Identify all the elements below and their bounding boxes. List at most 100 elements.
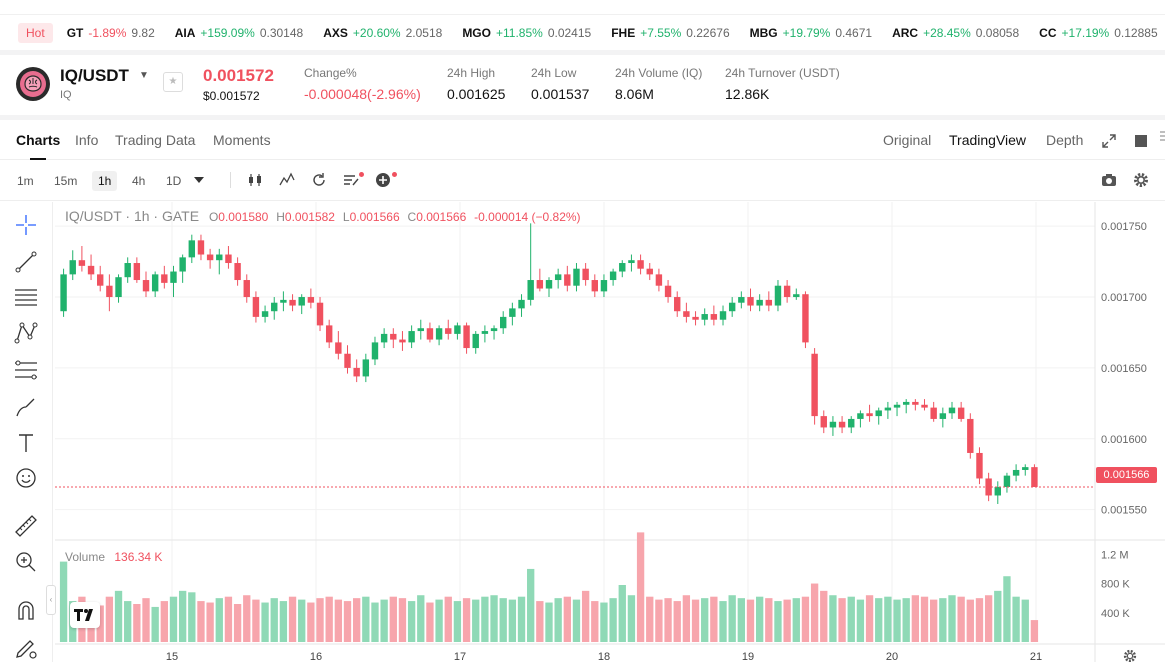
tab-charts[interactable]: Charts xyxy=(16,132,61,160)
ticker-item-fhe[interactable]: FHE +7.55% 0.22676 xyxy=(611,26,729,40)
volume-bar xyxy=(994,590,1002,642)
candle-body xyxy=(399,339,406,343)
candle-body xyxy=(252,297,260,317)
ticker-price: 2.0518 xyxy=(405,25,443,40)
horizontal-lines-icon[interactable] xyxy=(13,284,39,310)
ticker-item-cc[interactable]: CC +17.19% 0.12885 xyxy=(1039,26,1157,40)
brush-icon[interactable] xyxy=(13,394,39,420)
ticker-price: 0.12885 xyxy=(1114,25,1158,40)
ticker-item-mgo[interactable]: MGO +11.85% 0.02415 xyxy=(462,26,591,40)
volume-bar xyxy=(792,598,800,642)
candle-body xyxy=(1003,475,1011,487)
tradingview-logo-icon[interactable] xyxy=(70,602,100,628)
volume-bar xyxy=(398,598,407,642)
candle-body xyxy=(655,274,663,286)
view-tradingview[interactable]: TradingView xyxy=(949,132,1027,148)
candle-body xyxy=(820,416,827,428)
divider xyxy=(0,115,1165,120)
ruler-icon[interactable] xyxy=(13,513,39,539)
hot-badge[interactable]: Hot xyxy=(18,22,53,43)
volume-bar xyxy=(875,598,883,642)
base-currency: IQ xyxy=(60,89,72,101)
ticker-symbol: AIA xyxy=(174,25,196,40)
ticker-item-gt[interactable]: GT -1.89% 9.82 xyxy=(67,26,155,40)
candle-body xyxy=(481,331,489,334)
templates-icon[interactable] xyxy=(340,169,362,191)
ticker-item-aia[interactable]: AIA +159.09% 0.30148 xyxy=(175,26,303,40)
ticker-item-mbg[interactable]: MBG +19.79% 0.4671 xyxy=(750,26,872,40)
tab-info[interactable]: Info xyxy=(75,132,99,148)
add-indicator-notification-dot xyxy=(392,172,397,177)
ticker-item-arc[interactable]: ARC +28.45% 0.08058 xyxy=(892,26,1019,40)
view-original[interactable]: Original xyxy=(883,132,932,148)
ticker-item-axs[interactable]: AXS +20.60% 2.0518 xyxy=(323,26,442,40)
add-indicator-icon[interactable] xyxy=(372,169,394,191)
volume-bar xyxy=(847,596,855,642)
candle-body xyxy=(179,257,186,272)
timeframe-dropdown-icon[interactable] xyxy=(188,169,210,191)
favorite-star-icon[interactable]: ★ xyxy=(163,72,183,92)
replay-icon[interactable] xyxy=(308,169,330,191)
candle-body xyxy=(206,254,214,261)
timeframe-1h[interactable]: 1h xyxy=(92,171,118,191)
tab-trading-data[interactable]: Trading Data xyxy=(115,132,196,148)
volume-bar xyxy=(472,599,480,642)
volume-bar xyxy=(966,599,974,642)
ticker-price: 0.4671 xyxy=(835,25,873,40)
y-tick-label: 0.001600 xyxy=(1101,434,1147,446)
volume-value: 136.34 K xyxy=(114,550,163,564)
indicators-icon[interactable] xyxy=(276,169,298,191)
candlestick-chart[interactable]: 0.001750 0.001700 0.001650 0.001600 0.001550… xyxy=(55,202,1165,662)
candle-type-icon[interactable] xyxy=(244,169,266,191)
candle-body xyxy=(811,353,818,417)
pair-dropdown-icon[interactable]: ▼ xyxy=(139,70,149,81)
candle-body xyxy=(106,285,113,298)
menu-icon[interactable] xyxy=(1154,126,1165,148)
drawing-tools-sidebar xyxy=(0,202,53,662)
volume-bar xyxy=(801,596,810,642)
tab-moments[interactable]: Moments xyxy=(213,132,271,148)
ticker-symbol: GT xyxy=(66,25,84,40)
volume-bar xyxy=(911,595,920,642)
ticker-change: +20.60% xyxy=(352,25,401,40)
candle-body xyxy=(472,333,479,349)
pair-name[interactable]: IQ/USDT xyxy=(60,66,129,85)
lock-drawing-icon[interactable] xyxy=(13,635,39,661)
pair-header: IQ/USDT ▼ IQ ★ 0.001572 $0.001572 Change… xyxy=(0,56,1165,114)
zoom-in-icon[interactable] xyxy=(13,549,39,575)
pattern-icon[interactable] xyxy=(13,320,39,346)
timeframe-15m[interactable]: 15m xyxy=(54,174,78,188)
chart-title: IQ/USDT · 1h · GATE xyxy=(65,208,200,224)
layout-icon[interactable] xyxy=(1130,130,1152,152)
volume-label: Volume xyxy=(65,550,106,564)
emoji-icon[interactable] xyxy=(13,465,39,491)
settings-gear-icon[interactable] xyxy=(1130,169,1152,191)
text-tool-icon[interactable] xyxy=(13,430,39,456)
candle-body xyxy=(289,299,296,306)
ticker-symbol: AXS xyxy=(323,25,348,40)
candle-body xyxy=(1022,467,1029,470)
candle-body xyxy=(1031,467,1038,487)
ticker-change: +159.09% xyxy=(200,25,255,40)
magnet-icon[interactable] xyxy=(13,598,39,624)
volume-bar xyxy=(765,598,773,642)
crosshair-icon[interactable] xyxy=(13,212,39,238)
candle-body xyxy=(527,280,534,300)
timeframe-1d[interactable]: 1D xyxy=(166,174,182,188)
volume-bar xyxy=(371,602,379,642)
volume-bar xyxy=(691,599,700,642)
fullscreen-icon[interactable] xyxy=(1098,130,1120,152)
ticker-symbol: CC xyxy=(1039,25,1057,40)
volume-bar xyxy=(343,601,352,642)
timeframe-1m[interactable]: 1m xyxy=(17,174,34,188)
timeframe-4h[interactable]: 4h xyxy=(132,174,146,188)
x-tick-label: 19 xyxy=(742,651,754,662)
collapse-sidebar-icon[interactable]: ‹ xyxy=(46,585,56,615)
trend-line-icon[interactable] xyxy=(13,249,39,275)
view-depth[interactable]: Depth xyxy=(1046,132,1084,148)
screenshot-icon[interactable] xyxy=(1098,169,1120,191)
fib-retracement-icon[interactable] xyxy=(13,357,39,383)
axis-settings-gear-icon[interactable] xyxy=(1119,645,1141,662)
volume-bar xyxy=(105,596,114,642)
volume-bar xyxy=(197,601,205,642)
